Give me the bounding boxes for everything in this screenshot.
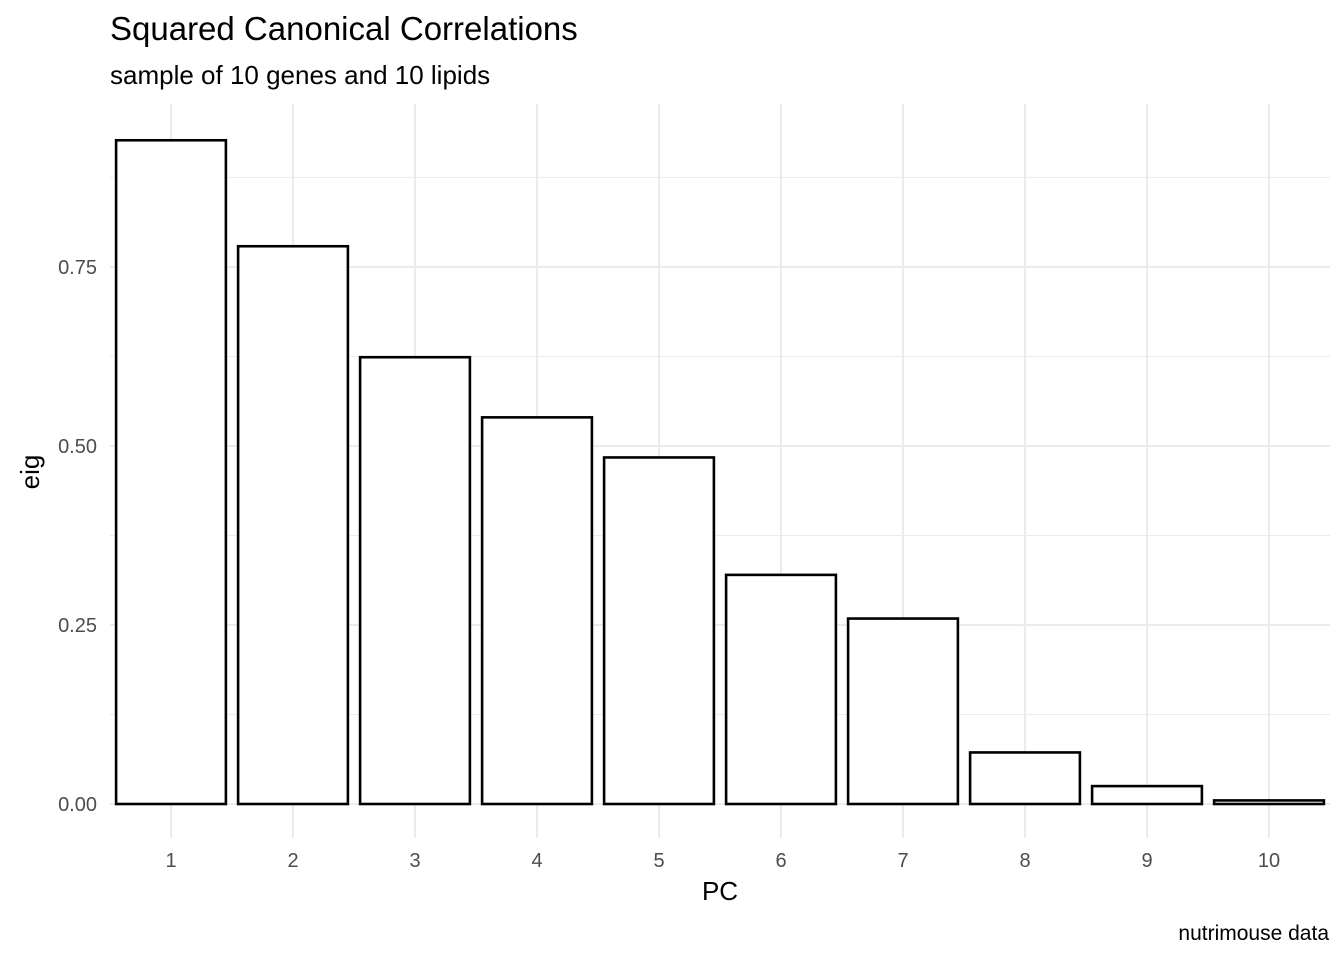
bar-pc-1 — [114, 138, 228, 806]
x-tick-label: 9 — [1141, 850, 1152, 872]
bar-pc-2 — [236, 244, 350, 806]
bar-pc-3 — [358, 355, 472, 806]
chart-title: Squared Canonical Correlations — [110, 10, 578, 47]
bar-pc-6 — [724, 573, 838, 806]
y-axis-ticks: 0.00 0.25 0.50 0.75 — [58, 257, 97, 816]
x-tick-label: 3 — [409, 850, 420, 872]
bar-pc-8 — [968, 751, 1082, 806]
x-tick-label: 7 — [897, 850, 908, 872]
x-tick-label: 4 — [531, 850, 542, 872]
x-tick-label: 8 — [1019, 850, 1030, 872]
bars — [114, 138, 1326, 806]
bar-pc-10 — [1212, 799, 1326, 806]
bar-pc-7 — [846, 617, 960, 806]
chart-caption: nutrimouse data — [1178, 922, 1329, 945]
chart-subtitle: sample of 10 genes and 10 lipids — [110, 60, 490, 90]
x-axis-ticks: 1 2 3 4 5 6 7 8 9 10 — [165, 850, 1280, 872]
y-tick-label: 0.75 — [58, 257, 97, 279]
x-tick-label: 5 — [653, 850, 664, 872]
x-tick-label: 10 — [1258, 850, 1280, 872]
bar-pc-9 — [1090, 784, 1204, 806]
y-tick-label: 0.25 — [58, 615, 97, 637]
bar-pc-4 — [480, 416, 594, 806]
y-tick-label: 0.00 — [58, 794, 97, 816]
x-axis-title: PC — [702, 876, 738, 906]
y-axis-title: eig — [15, 455, 45, 490]
y-tick-label: 0.50 — [58, 436, 97, 458]
x-tick-label: 1 — [165, 850, 176, 872]
bar-pc-5 — [602, 456, 716, 806]
x-tick-label: 6 — [775, 850, 786, 872]
x-tick-label: 2 — [287, 850, 298, 872]
